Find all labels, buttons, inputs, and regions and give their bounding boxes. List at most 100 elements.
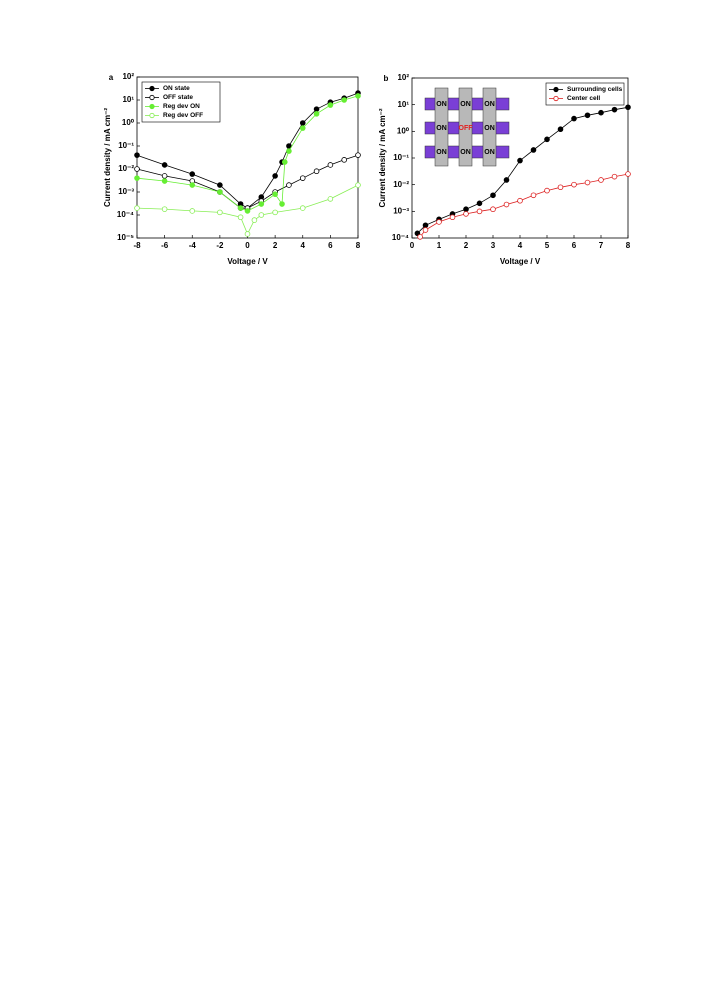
legend-label: Reg dev ON (163, 103, 200, 110)
y-tick-label: 10⁰ (122, 118, 135, 127)
data-point (279, 201, 285, 207)
x-tick-label: -8 (133, 241, 141, 250)
series-line (136, 184, 359, 235)
data-point (598, 177, 604, 183)
data-point (161, 162, 168, 168)
x-tick-label: 8 (626, 241, 631, 250)
data-point (611, 106, 618, 113)
data-point (530, 192, 537, 199)
data-point (299, 205, 306, 211)
x-axis-label: Voltage / V (227, 257, 268, 266)
legend-marker (553, 95, 559, 102)
data-point (449, 214, 456, 221)
data-point (161, 173, 168, 179)
data-point (327, 162, 334, 168)
inset-label: ON (484, 101, 495, 108)
data-point (134, 175, 140, 181)
data-point (272, 191, 278, 198)
data-point (286, 148, 292, 154)
legend-label: Surrounding cells (567, 86, 623, 93)
data-point (161, 178, 168, 184)
data-point (355, 93, 361, 99)
y-tick-label: 10⁻⁴ (117, 210, 134, 219)
inset-label: ON (484, 125, 495, 132)
x-tick-label: 4 (518, 241, 523, 250)
data-point (299, 120, 306, 126)
legend-label: OFF state (163, 94, 193, 101)
data-point (313, 111, 320, 117)
y-tick-label: 10⁻⁴ (392, 233, 409, 242)
data-point (244, 208, 251, 214)
data-point (327, 196, 334, 202)
series-line (419, 173, 629, 238)
data-point (584, 179, 591, 186)
legend-label: Reg dev OFF (163, 112, 203, 119)
data-point (217, 209, 223, 216)
data-point (341, 157, 347, 163)
series-line (136, 95, 359, 212)
inset-label: ON (460, 101, 471, 108)
y-tick-label: 10⁻¹ (393, 153, 409, 162)
legend-label: ON state (163, 85, 190, 92)
data-point (611, 173, 618, 180)
legend-box (545, 82, 625, 106)
data-point (544, 136, 550, 143)
data-point (463, 211, 469, 217)
data-point (272, 209, 278, 216)
inset-diagram (424, 87, 510, 167)
panel-label: b (384, 74, 389, 83)
data-point (355, 182, 361, 188)
data-point (217, 182, 223, 188)
data-point (281, 159, 288, 165)
x-tick-label: 7 (599, 241, 604, 250)
data-point (422, 222, 429, 229)
data-point (530, 147, 537, 153)
data-point (313, 106, 320, 112)
data-point (134, 166, 140, 172)
legend-marker (149, 85, 155, 92)
data-point (625, 104, 631, 111)
legend-label: Center cell (567, 95, 600, 102)
panel-label: a (109, 73, 114, 82)
data-point (476, 200, 483, 207)
data-point (299, 125, 306, 131)
data-point (422, 227, 429, 233)
inset-label: ON (436, 101, 447, 108)
y-tick-label: 10⁻¹ (118, 141, 134, 150)
inset-label: ON (436, 125, 447, 132)
data-point (490, 192, 496, 199)
x-tick-label: 2 (464, 241, 469, 250)
data-point (355, 152, 361, 158)
y-tick-label: 10⁻³ (393, 206, 409, 215)
y-tick-label: 10⁻³ (118, 187, 134, 196)
y-tick-label: 10⁰ (397, 126, 410, 135)
inset-label: ON (484, 149, 495, 156)
data-point (189, 171, 196, 177)
x-tick-label: -2 (216, 241, 224, 250)
data-point (258, 201, 265, 207)
legend-marker (553, 86, 559, 93)
data-point (341, 97, 347, 103)
data-point (189, 182, 196, 188)
data-point (503, 177, 510, 183)
data-point (161, 206, 168, 212)
data-point (258, 212, 265, 218)
legend-marker (149, 103, 155, 110)
data-point (490, 206, 496, 213)
y-tick-label: 10² (122, 72, 134, 81)
legend-marker (149, 112, 155, 119)
data-point (286, 182, 292, 188)
data-point (189, 208, 196, 214)
y-tick-label: 10¹ (122, 95, 134, 104)
data-point (414, 230, 421, 237)
inset-label: ON (436, 149, 447, 156)
data-point (598, 109, 604, 116)
data-point (134, 205, 140, 211)
x-tick-label: 1 (437, 241, 442, 250)
data-point (217, 189, 223, 195)
data-point (327, 102, 334, 108)
x-tick-label: 2 (273, 241, 278, 250)
data-point (517, 197, 523, 204)
x-tick-label: 6 (572, 241, 577, 250)
